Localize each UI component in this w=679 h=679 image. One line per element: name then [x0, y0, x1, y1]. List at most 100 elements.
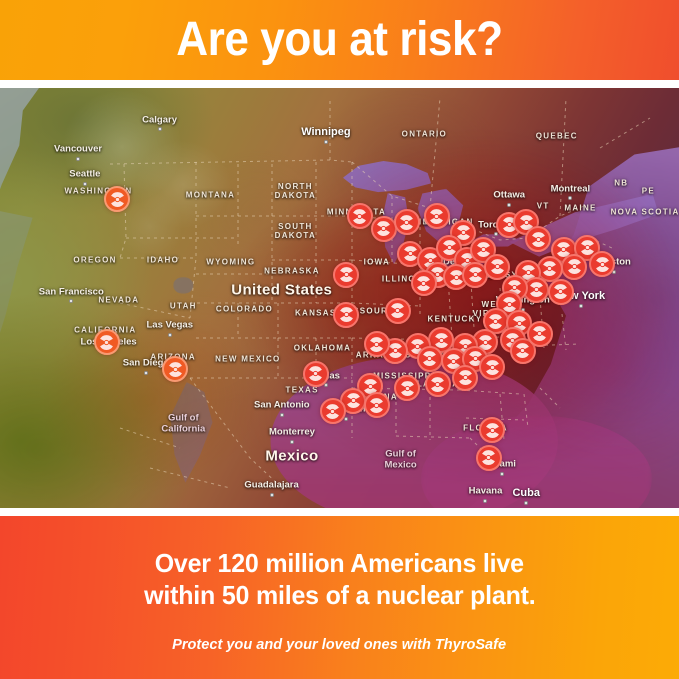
radiation-trefoil-icon — [514, 342, 531, 359]
radiation-trefoil-icon — [445, 353, 462, 370]
map-label-city: Havana — [468, 485, 503, 497]
map-label-state: MAINE — [564, 203, 597, 213]
nuclear-plant-marker[interactable] — [547, 278, 574, 305]
nuclear-plant-marker[interactable] — [424, 371, 451, 398]
radiation-trefoil-icon — [520, 264, 537, 281]
nuclear-plant-marker[interactable] — [484, 253, 511, 280]
map-label-state: NEVADA — [98, 295, 140, 305]
radiation-trefoil-icon — [484, 359, 501, 376]
page-title: Are you at risk? — [176, 13, 503, 66]
nuclear-plant-marker[interactable] — [104, 186, 131, 213]
radiation-trefoil-icon — [448, 269, 465, 286]
header-banner: Are you at risk? — [0, 0, 679, 80]
radiation-trefoil-icon — [389, 302, 406, 319]
radiation-trefoil-icon — [399, 380, 416, 397]
map-label-state: UTAH — [169, 301, 197, 311]
map-label-state: COLORADO — [215, 304, 273, 313]
radiation-trefoil-icon — [579, 239, 596, 256]
map-label-city: Winnipeg — [301, 126, 351, 139]
nuclear-plant-marker[interactable] — [394, 375, 421, 402]
city-dot — [69, 299, 74, 304]
radiation-trefoil-icon — [415, 275, 432, 292]
great-salt-lake-shape — [173, 277, 194, 294]
nuclear-plant-marker[interactable] — [302, 360, 329, 387]
city-dot — [82, 181, 87, 186]
radiation-trefoil-icon — [518, 214, 535, 231]
nuclear-plant-marker[interactable] — [479, 354, 506, 381]
radiation-trefoil-icon — [98, 334, 115, 351]
nuclear-plant-marker[interactable] — [475, 444, 502, 471]
city-dot — [323, 139, 328, 144]
radiation-trefoil-icon — [467, 266, 484, 283]
nuclear-plant-marker[interactable] — [513, 209, 540, 236]
radiation-trefoil-icon — [501, 296, 518, 313]
nuclear-plant-marker[interactable] — [452, 364, 479, 391]
radiation-trefoil-icon — [109, 191, 126, 208]
radiation-trefoil-icon — [530, 231, 547, 248]
city-dot — [323, 383, 328, 388]
radiation-trefoil-icon — [477, 334, 494, 351]
nuclear-plant-marker[interactable] — [509, 337, 536, 364]
map-label-layer: United States Mexico WASHINGTON OREGON IDAHO… — [0, 88, 679, 508]
radiation-trefoil-icon — [480, 449, 497, 466]
map-label-state: KANSAS — [294, 308, 337, 318]
map-label-city: Guadalajara — [244, 479, 299, 491]
map-label-state: KENTUCKY — [427, 314, 483, 324]
nuclear-plant-marker[interactable] — [357, 373, 384, 400]
radiation-trefoil-icon — [552, 283, 569, 300]
nuclear-plant-marker[interactable] — [162, 356, 189, 383]
radiation-trefoil-icon — [475, 241, 492, 258]
nuclear-plant-marker[interactable] — [93, 329, 120, 356]
city-dot — [289, 440, 294, 445]
map-label-state: NEW MEXICO — [215, 354, 281, 364]
nuclear-plant-marker[interactable] — [393, 209, 420, 236]
nuclear-plant-marker[interactable] — [536, 255, 563, 282]
nuclear-plant-marker[interactable] — [410, 270, 437, 297]
map-label-state: OREGON — [73, 255, 117, 265]
radiation-trefoil-icon — [387, 342, 404, 359]
nuclear-plant-map[interactable]: United States Mexico WASHINGTON OREGON IDAHO… — [0, 88, 679, 508]
map-label-province: PE — [641, 186, 656, 196]
city-dot — [483, 498, 488, 503]
radiation-trefoil-icon — [338, 266, 355, 283]
map-label-city: Calgary — [142, 114, 177, 125]
radiation-trefoil-icon — [402, 245, 419, 262]
nuclear-plant-marker[interactable] — [319, 398, 346, 425]
header-map-divider — [0, 80, 679, 88]
nuclear-plant-marker[interactable] — [525, 226, 552, 253]
nuclear-plant-marker[interactable] — [589, 251, 616, 278]
nuclear-plant-marker[interactable] — [333, 301, 360, 328]
footer-headline-line-2: within 50 miles of a nuclear plant. — [143, 580, 536, 610]
radiation-trefoil-icon — [566, 258, 583, 275]
radiation-trefoil-icon — [487, 313, 504, 330]
nuclear-plant-marker[interactable] — [384, 297, 411, 324]
nuclear-plant-marker[interactable] — [561, 253, 588, 280]
radiation-trefoil-icon — [167, 361, 184, 378]
map-label-city: Montreal — [550, 183, 591, 195]
nuclear-plant-marker[interactable] — [363, 331, 390, 358]
nuclear-plant-marker[interactable] — [423, 203, 450, 230]
nuclear-plant-marker[interactable] — [333, 261, 360, 288]
nuclear-plant-marker[interactable] — [370, 215, 397, 242]
map-label-country: Mexico — [265, 447, 319, 464]
map-label-state: VT — [536, 201, 550, 211]
footer-tagline: Protect you and your loved ones with Thy… — [172, 635, 507, 653]
nuclear-plant-marker[interactable] — [416, 345, 443, 372]
nuclear-plant-marker[interactable] — [363, 392, 390, 419]
nuclear-plant-marker[interactable] — [382, 337, 409, 364]
map-label-water: Gulf of Mexico — [384, 448, 417, 471]
city-dot — [578, 303, 583, 308]
map-label-state: WYOMING — [206, 257, 256, 267]
radiation-trefoil-icon — [531, 325, 548, 342]
nuclear-plant-marker[interactable] — [479, 417, 506, 444]
city-dot — [157, 127, 162, 132]
map-label-state: MONTANA — [185, 190, 236, 200]
nuclear-plant-marker[interactable] — [526, 320, 553, 347]
map-label-country: United States — [231, 281, 333, 299]
city-dot — [507, 202, 512, 207]
radiation-trefoil-icon — [541, 260, 558, 277]
radiation-trefoil-icon — [351, 208, 368, 225]
map-label-province: NB — [614, 178, 629, 187]
nuclear-plant-marker[interactable] — [346, 203, 373, 230]
map-label-state: SOUTH DAKOTA — [274, 221, 317, 240]
